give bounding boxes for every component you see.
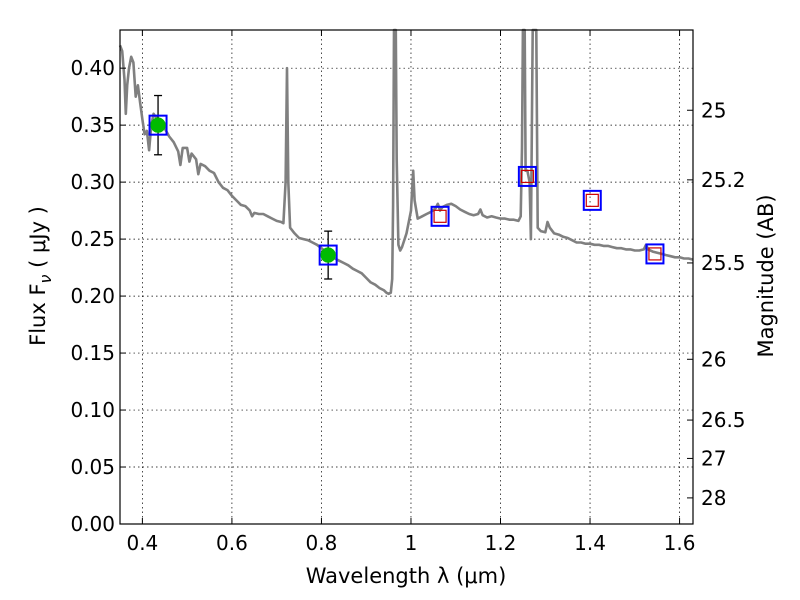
ticks-layer: 0.4 0.6 0.8 1 1.2 1.4 1.6 0.00 0.05 0.10 0.15 0.20 0… (70, 30, 746, 555)
points-layer (148, 94, 665, 280)
x-tick-label: 1.6 (664, 531, 696, 555)
mag-tick-label: 27 (701, 446, 726, 470)
y-tick-label: 0.15 (70, 341, 115, 365)
series-layer (118, 28, 694, 296)
model-box-marker (582, 189, 602, 211)
mag-tick-label: 26.5 (701, 408, 746, 432)
y-tick-label: 0.10 (70, 398, 115, 422)
y-tick-label: 0.05 (70, 455, 115, 479)
y-axis-label-main: Flux F (26, 283, 50, 345)
y-axis-label-sub: ν (36, 274, 55, 283)
model-point-marker (648, 247, 662, 261)
y2-axis-label: Magnitude (AB) (754, 194, 778, 357)
model-point-marker (520, 169, 534, 184)
x-tick-label: 1.4 (574, 531, 606, 555)
model-box-marker (430, 205, 450, 227)
model-box-marker (318, 244, 338, 266)
plot-frame (119, 29, 694, 525)
model-box-marker (517, 165, 537, 187)
observed-point (320, 247, 336, 263)
model-box-marker (148, 114, 168, 136)
grid-lines (120, 30, 693, 525)
y-tick-label: 0.30 (70, 170, 115, 194)
x-tick-label: 0.6 (216, 531, 248, 555)
x-tick-label: 0.4 (126, 531, 158, 555)
y-tick-label: 0.20 (70, 284, 115, 308)
observed-point (150, 117, 166, 133)
y-tick-label: 0.25 (70, 227, 115, 251)
mag-tick-label: 25.2 (701, 168, 746, 192)
mag-tick-label: 28 (701, 486, 726, 510)
y-tick-label: 0.00 (70, 512, 115, 536)
model-box-marker (645, 243, 665, 265)
x-axis-label: Wavelength λ (μm) (306, 564, 507, 588)
sed-line (118, 28, 694, 296)
y-axis-label: Flux Fν ( μJy ) (26, 206, 55, 346)
y-tick-label: 0.40 (70, 56, 115, 80)
y-axis-label-unit: ( μJy ) (26, 206, 50, 274)
mag-tick-label: 25 (701, 98, 726, 122)
y-tick-label: 0.35 (70, 113, 115, 137)
mag-tick-label: 26 (701, 347, 726, 371)
mag-tick-label: 25.5 (701, 251, 746, 275)
x-tick-label: 1.2 (485, 531, 517, 555)
model-point-marker (433, 209, 447, 223)
x-tick-label: 1 (405, 531, 418, 555)
model-point-marker (585, 193, 599, 207)
x-tick-label: 0.8 (306, 531, 338, 555)
